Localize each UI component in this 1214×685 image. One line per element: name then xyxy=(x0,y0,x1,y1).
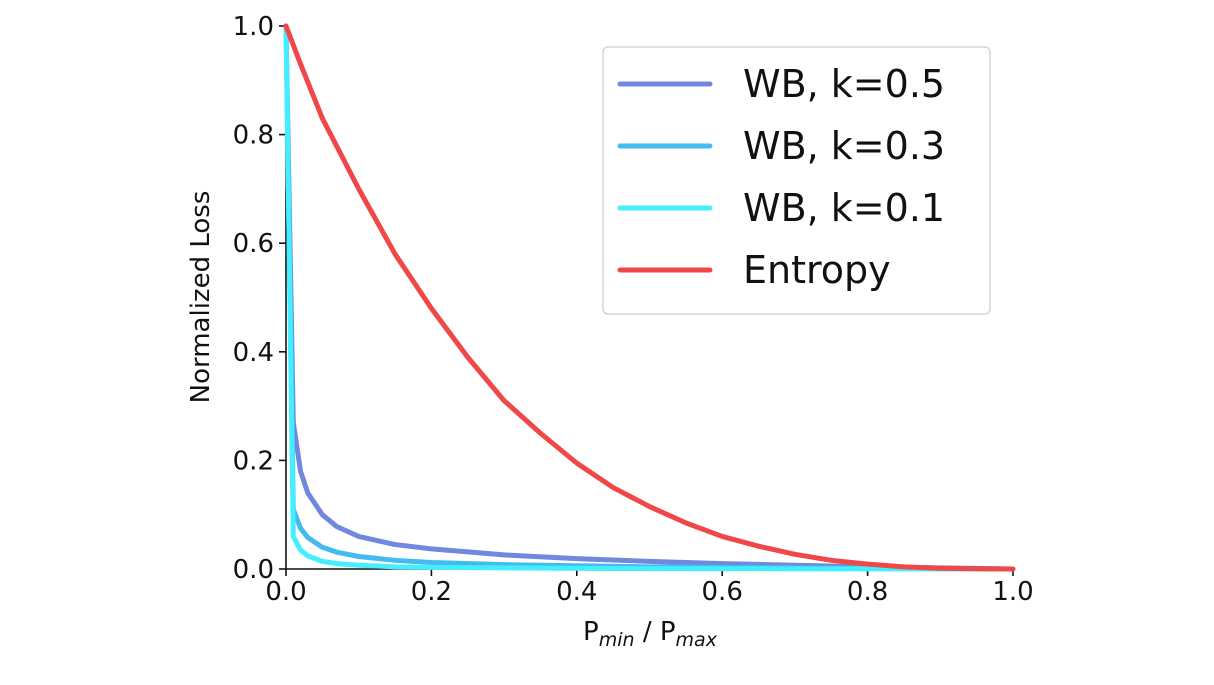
x-axis-label-sub-min: min xyxy=(599,629,635,651)
series-line-entropy xyxy=(283,23,1016,572)
legend-label: WB, k=0.3 xyxy=(743,124,945,168)
legend-label: WB, k=0.1 xyxy=(743,186,945,230)
x-tick-label: 1.0 xyxy=(992,577,1033,607)
y-axis-label: Normalized Loss xyxy=(186,191,216,404)
y-tick-label: 0.6 xyxy=(233,229,274,259)
plot-area: 0.0 0.2 0.4 0.6 0.8 1.0 0.0 0.2 0.4 0.6 0.8 1.0 xyxy=(233,12,1034,607)
x-tick-label: 0.6 xyxy=(702,577,743,607)
y-tick-label: 0.8 xyxy=(233,121,274,151)
axis-ticks: 0.0 0.2 0.4 0.6 0.8 1.0 0.0 0.2 0.4 0.6 0.8 1.0 xyxy=(233,12,1034,607)
y-tick-label: 0.0 xyxy=(233,555,274,585)
legend-label: Entropy xyxy=(743,248,891,292)
x-tick-label: 0.0 xyxy=(265,577,306,607)
x-tick-label: 0.4 xyxy=(556,577,597,607)
series-line-wb-k-0-1 xyxy=(283,23,1016,572)
series-lines xyxy=(283,23,1016,572)
legend-label: WB, k=0.5 xyxy=(743,62,945,106)
x-axis-label-separator: / P xyxy=(635,617,676,647)
x-axis-label: Pmin / Pmax xyxy=(583,617,718,651)
x-tick-label: 0.2 xyxy=(411,577,452,607)
x-tick-label: 0.8 xyxy=(847,577,888,607)
legend-box xyxy=(602,46,991,315)
y-tick-label: 0.4 xyxy=(233,338,274,368)
y-tick-label: 1.0 xyxy=(233,12,274,42)
x-axis-label-sub-max: max xyxy=(676,629,718,651)
legend: WB, k=0.5 WB, k=0.3 WB, k=0.1 Entropy xyxy=(602,46,991,315)
y-tick-label: 0.2 xyxy=(233,446,274,476)
x-axis-label-main: P xyxy=(583,617,599,647)
